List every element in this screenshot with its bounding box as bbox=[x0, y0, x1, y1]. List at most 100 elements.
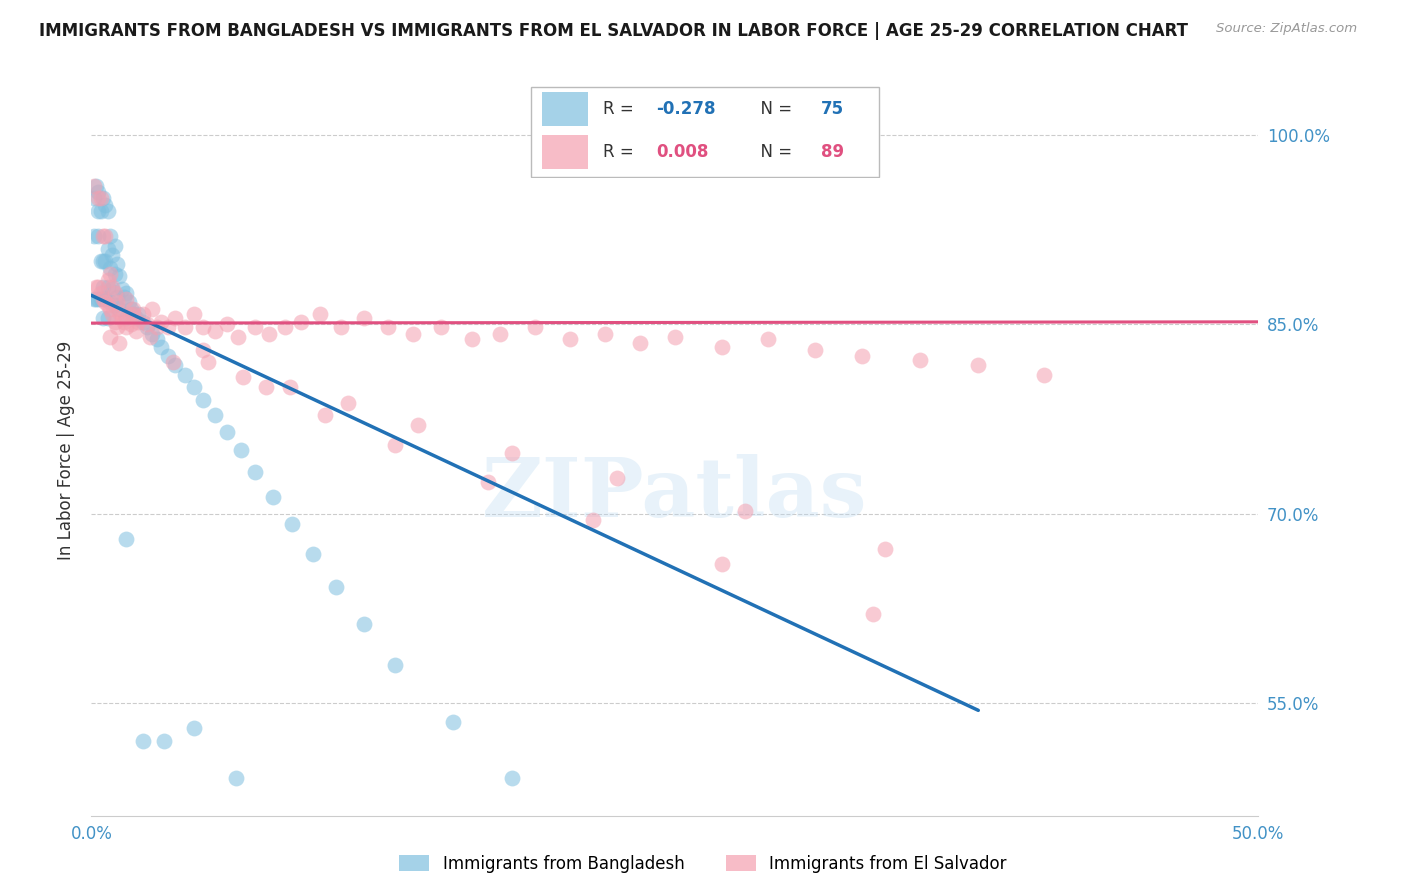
Point bbox=[501, 446, 523, 460]
Point bbox=[94, 229, 117, 244]
Point bbox=[83, 292, 105, 306]
Point bbox=[325, 580, 347, 594]
Point bbox=[150, 315, 173, 329]
Point bbox=[105, 319, 128, 334]
Point bbox=[98, 229, 121, 244]
Point bbox=[150, 340, 173, 354]
Point bbox=[274, 319, 297, 334]
Point bbox=[136, 318, 159, 332]
Point bbox=[197, 355, 219, 369]
Point bbox=[183, 380, 205, 394]
Point bbox=[90, 254, 112, 268]
Point bbox=[90, 285, 112, 300]
Point bbox=[756, 333, 779, 347]
Point bbox=[229, 443, 252, 458]
Point bbox=[157, 319, 180, 334]
Y-axis label: In Labor Force | Age 25-29: In Labor Force | Age 25-29 bbox=[58, 341, 76, 560]
Point bbox=[243, 465, 266, 479]
Point bbox=[278, 380, 301, 394]
Point bbox=[967, 358, 990, 372]
Point bbox=[115, 311, 138, 326]
Point bbox=[606, 471, 628, 485]
Point bbox=[152, 733, 174, 747]
Point bbox=[98, 294, 121, 309]
Point bbox=[101, 279, 124, 293]
Point bbox=[104, 298, 127, 312]
Point bbox=[281, 516, 304, 531]
Text: 89: 89 bbox=[821, 144, 845, 161]
Text: IMMIGRANTS FROM BANGLADESH VS IMMIGRANTS FROM EL SALVADOR IN LABOR FORCE | AGE 2: IMMIGRANTS FROM BANGLADESH VS IMMIGRANTS… bbox=[39, 22, 1188, 40]
Point bbox=[97, 298, 120, 312]
Point bbox=[290, 315, 312, 329]
Text: R =: R = bbox=[603, 144, 638, 161]
Point bbox=[204, 408, 226, 422]
Point bbox=[84, 292, 107, 306]
Point bbox=[115, 532, 138, 546]
Point bbox=[94, 294, 117, 309]
Point bbox=[173, 319, 195, 334]
Point bbox=[710, 557, 733, 571]
Point bbox=[309, 307, 332, 321]
Point bbox=[353, 617, 375, 632]
Point bbox=[804, 343, 827, 357]
Point bbox=[98, 330, 121, 344]
Point bbox=[162, 355, 184, 369]
Point bbox=[523, 319, 546, 334]
Point bbox=[127, 315, 149, 329]
Point bbox=[664, 330, 686, 344]
Point bbox=[104, 267, 127, 281]
Point bbox=[204, 324, 226, 338]
Point bbox=[558, 333, 581, 347]
Text: R =: R = bbox=[603, 100, 638, 118]
Point bbox=[593, 327, 616, 342]
Point bbox=[104, 239, 127, 253]
Point bbox=[108, 269, 131, 284]
Point bbox=[225, 772, 247, 786]
Point bbox=[136, 319, 159, 334]
Text: N =: N = bbox=[749, 144, 797, 161]
Text: 75: 75 bbox=[821, 100, 845, 118]
Point bbox=[138, 330, 162, 344]
Point bbox=[441, 714, 464, 729]
Point bbox=[108, 304, 131, 318]
Point bbox=[94, 254, 117, 268]
Point bbox=[122, 302, 145, 317]
Point bbox=[734, 504, 756, 518]
Point bbox=[215, 318, 238, 332]
Point bbox=[1032, 368, 1054, 382]
Point bbox=[118, 294, 141, 309]
FancyBboxPatch shape bbox=[531, 87, 879, 177]
Point bbox=[173, 368, 195, 382]
Point bbox=[104, 315, 127, 329]
Point bbox=[111, 282, 134, 296]
Point bbox=[384, 657, 406, 672]
Text: N =: N = bbox=[749, 100, 797, 118]
Point bbox=[193, 343, 215, 357]
Point bbox=[104, 285, 127, 300]
Point bbox=[243, 319, 266, 334]
Point bbox=[141, 327, 163, 342]
Point bbox=[91, 292, 114, 306]
Point bbox=[101, 248, 124, 262]
Point bbox=[87, 279, 110, 293]
Point bbox=[157, 349, 180, 363]
Point bbox=[115, 319, 138, 334]
Point bbox=[105, 294, 128, 309]
Bar bbox=[541, 136, 588, 169]
Point bbox=[87, 203, 110, 218]
Point bbox=[98, 302, 121, 317]
Point bbox=[97, 311, 120, 326]
Point bbox=[87, 191, 110, 205]
Point bbox=[125, 324, 148, 338]
Point bbox=[377, 319, 399, 334]
Point bbox=[132, 733, 155, 747]
Bar bbox=[541, 92, 588, 126]
Text: Source: ZipAtlas.com: Source: ZipAtlas.com bbox=[1216, 22, 1357, 36]
Point bbox=[122, 307, 145, 321]
Point bbox=[94, 197, 117, 211]
Point bbox=[94, 292, 117, 306]
Point bbox=[125, 311, 148, 326]
Point bbox=[115, 285, 138, 300]
Point bbox=[430, 319, 453, 334]
Point bbox=[628, 336, 651, 351]
